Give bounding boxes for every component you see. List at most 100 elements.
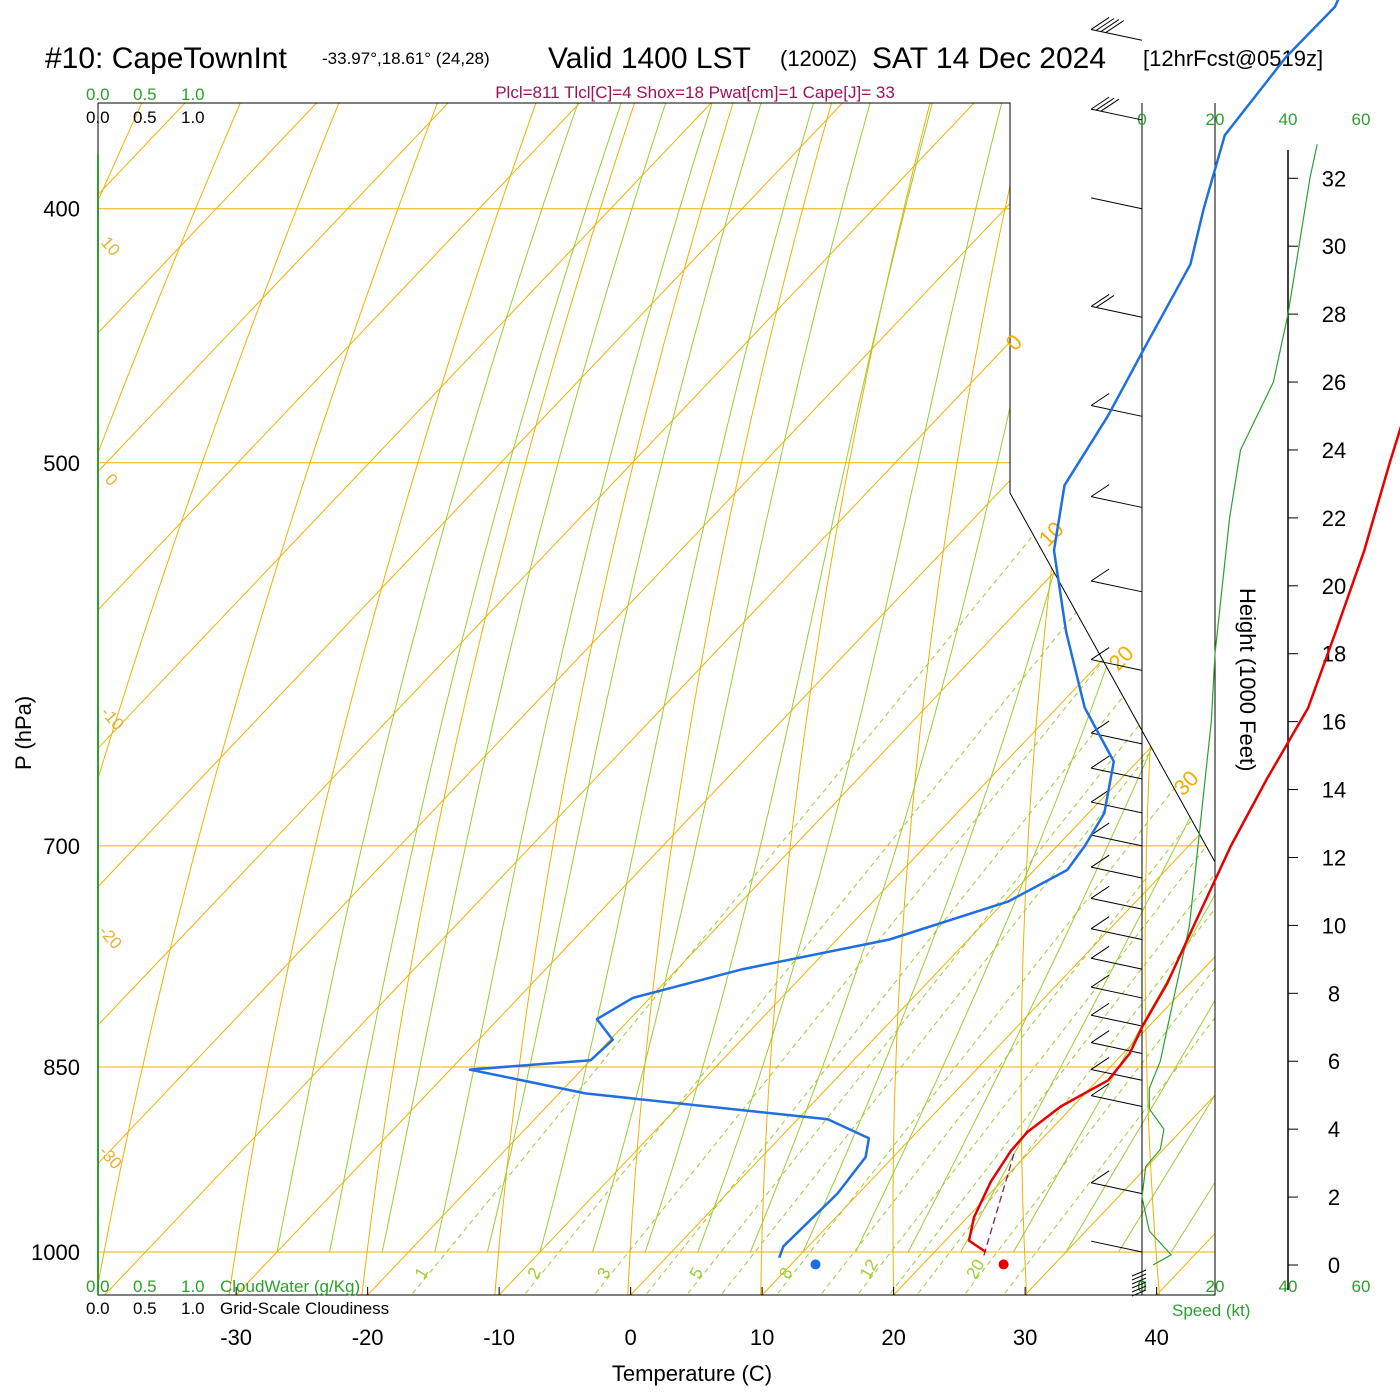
barb-flag [1090, 17, 1110, 30]
mixing-ratio-label: 20 [963, 1256, 989, 1282]
mixing-ratio-label: 12 [856, 1256, 882, 1282]
dry-adiabat-line [490, 103, 916, 1295]
wind-barb [1091, 1240, 1143, 1253]
isotherm-line [719, 103, 1215, 1295]
dry-adiabat-line [759, 103, 1089, 1295]
speed-tick-label-bottom: 60 [1352, 1277, 1371, 1296]
barb-flag [1090, 568, 1110, 582]
barb-staff [1091, 305, 1143, 318]
wind-barb [1090, 294, 1143, 318]
isotherm-line [193, 103, 1215, 1295]
isotherm-label: 10 [1034, 516, 1069, 551]
mixing-ratio-line [635, 208, 1215, 1295]
isotherm-line [98, 103, 1215, 1295]
cloudiness-tick-1-bottom: 0.5 [133, 1299, 157, 1318]
barb-staff [1091, 1042, 1143, 1054]
utc-time: (1200Z) [780, 46, 857, 71]
wind-barb [1090, 789, 1143, 814]
valid-time: Valid 1400 LST [548, 42, 751, 75]
temperature-tick-label: 30 [1013, 1325, 1037, 1350]
mixing-ratio-label: 8 [775, 1264, 796, 1282]
barb-staff [1091, 897, 1143, 910]
barb-staff [1091, 767, 1143, 780]
barb-staff [1091, 1014, 1143, 1027]
cloudwater-tick-2-top: 1.0 [181, 85, 205, 104]
barb-flag [1090, 1030, 1110, 1044]
barb-flag [1090, 916, 1110, 930]
wind-barb [1090, 885, 1143, 910]
isotherm-line [98, 103, 1215, 1295]
moist-adiabat-line [592, 103, 1022, 1253]
moist-adiabat-line [697, 103, 1139, 1253]
wind-barb [1090, 916, 1143, 941]
wind-barb [1090, 1083, 1143, 1107]
barb-staff [1091, 28, 1143, 41]
barb-staff [1091, 659, 1143, 671]
barb-flag [1090, 1057, 1110, 1070]
barb-staff [1091, 108, 1143, 121]
station-coords: -33.97°,18.61° (24,28) [322, 49, 490, 68]
barb-flag [1090, 885, 1110, 899]
speed-tick-label-top: 60 [1352, 110, 1371, 129]
barb-flag [1090, 647, 1110, 660]
moist-adiabat-line [276, 103, 762, 1253]
wind-barb [1090, 854, 1143, 879]
dry-adiabat-line [356, 103, 830, 1295]
dry-adiabat-line [98, 103, 657, 1295]
barb-flag [1090, 484, 1110, 498]
temperature-ticks: -30 -20 -10 0 10 20 30 40 [220, 1287, 1169, 1350]
barb-staff [1091, 197, 1143, 210]
isotherm-line [98, 103, 1210, 1295]
wind-speed-line [1141, 144, 1318, 1266]
barb-staff [1091, 1068, 1143, 1081]
pressure-ticks: 2503004005007008501000 [31, 197, 80, 1265]
isotherm-label: 30 [1169, 765, 1204, 800]
height-tick-label: 32 [1322, 166, 1346, 191]
wind-barb [1090, 755, 1143, 780]
height-tick-label: 14 [1322, 778, 1346, 803]
cloud-scale-top: 0.0 0.5 1.0 0.0 0.5 1.0 [86, 85, 205, 127]
height-tick-label: 30 [1322, 234, 1346, 259]
dry-adiabat-line [1144, 103, 1215, 1295]
moist-adiabat-line [381, 103, 840, 1253]
speed-tick-label-bottom: 0 [1137, 1277, 1146, 1296]
barb-staff [1091, 957, 1143, 970]
barb-staff [1091, 801, 1143, 814]
isotherm-label: 0 [1001, 329, 1027, 355]
temperature-tick-label: 0 [625, 1325, 637, 1350]
barb-staff [1091, 1240, 1143, 1253]
cloudiness-tick-2-top: 1.0 [181, 108, 205, 127]
wind-barb [1090, 974, 1143, 999]
barb-flag [1090, 945, 1110, 959]
wind-barb [1090, 1030, 1143, 1054]
cloudiness-tick-0-top: 0.0 [86, 108, 110, 127]
mixing-ratio-line [847, 208, 1215, 1295]
wind-barb [1090, 96, 1143, 121]
temperature-tick-label: 40 [1144, 1325, 1168, 1350]
height-tick-label: 2 [1328, 1185, 1340, 1210]
surface-wind-mark [1131, 1269, 1147, 1277]
speed-tick-label-top: 40 [1279, 110, 1298, 129]
wind-barb [1090, 1057, 1143, 1081]
dry-adiabat-line [98, 103, 484, 1295]
moist-adiabat-line [486, 103, 924, 1253]
isotherm-line [1377, 0, 1400, 1340]
cloudwater-tick-1-top: 0.5 [133, 85, 157, 104]
moist-adiabat-line [960, 103, 1215, 1253]
surface-wind-mark [1131, 1277, 1147, 1285]
mixing-ratio-line [710, 208, 1215, 1295]
mixing-ratio-line [513, 208, 1215, 1295]
barb-flag [1100, 19, 1120, 32]
moist-adiabat-line [1170, 103, 1215, 1253]
cloudwater-tick-0-top: 0.0 [86, 85, 110, 104]
pressure-tick-label: 500 [43, 451, 80, 476]
cloudwater-tick-2-bottom: 1.0 [181, 1277, 205, 1296]
height-tick-label: 16 [1322, 710, 1346, 735]
barb-flag [1090, 974, 1110, 988]
surface-temperature-marker [998, 1259, 1009, 1270]
barb-flag [1090, 294, 1110, 307]
wind-barb [1091, 197, 1143, 210]
barb-flag [1090, 1170, 1110, 1184]
pressure-tick-label: 1000 [31, 1240, 80, 1265]
isotherm-line [98, 103, 947, 1295]
